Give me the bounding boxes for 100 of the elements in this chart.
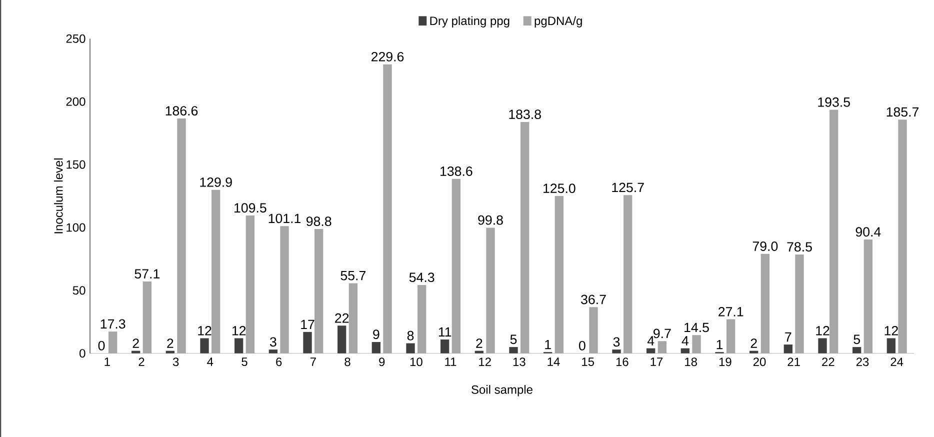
data-label: 193.5 (818, 97, 850, 107)
x-tick-label: 16 (616, 358, 628, 366)
bar (750, 350, 758, 354)
bar (268, 350, 278, 354)
data-label: 90.4 (856, 227, 881, 237)
x-axis-title: Soil sample (472, 385, 532, 396)
data-label: 0 (98, 340, 105, 350)
data-label: 1 (545, 340, 551, 350)
x-tick-label: 23 (856, 358, 869, 366)
y-tick-label: 100 (66, 223, 86, 232)
data-label: 12 (232, 326, 246, 336)
bar (784, 344, 793, 354)
data-label: 5 (854, 334, 860, 344)
bar (166, 350, 175, 354)
x-tick-label: 3 (172, 358, 179, 366)
x-tick-label: 2 (138, 358, 144, 366)
data-label: 99.8 (478, 215, 503, 225)
data-label: 14.5 (684, 322, 709, 332)
data-label: 27.1 (718, 306, 744, 316)
data-label: 36.7 (581, 294, 606, 304)
data-label: 2 (132, 338, 139, 348)
x-tick-label: 7 (310, 358, 316, 366)
x-tick-label: 8 (344, 358, 350, 366)
bar (474, 350, 484, 354)
bar (612, 350, 621, 354)
x-tick-label: 24 (890, 358, 904, 366)
data-label: 229.6 (371, 52, 404, 62)
data-label: 125.0 (544, 184, 576, 194)
data-label: 138.6 (440, 166, 472, 176)
legend-label: pgDNA/g (534, 16, 582, 28)
data-label: 11 (438, 327, 452, 337)
y-tick-label: 50 (72, 286, 86, 295)
data-label: 55.7 (340, 270, 366, 280)
y-axis-title: Inoculum level (54, 158, 63, 234)
data-label: 8 (407, 330, 414, 340)
bar (646, 348, 656, 354)
data-label: 4 (682, 336, 688, 346)
data-label: 3 (270, 337, 276, 347)
bar (372, 342, 381, 354)
bar (509, 347, 518, 354)
bar (338, 326, 346, 354)
x-tick-label: 20 (753, 358, 766, 366)
bar (303, 332, 312, 354)
legend-label: Dry plating ppg (430, 16, 510, 28)
x-tick-label: 15 (582, 358, 594, 366)
x-tick-label: 5 (242, 358, 248, 366)
data-label: 5 (510, 334, 517, 344)
bar (234, 338, 244, 354)
data-label: 183.8 (509, 110, 541, 120)
data-label: 78.5 (787, 242, 812, 252)
y-tick-label: 200 (66, 97, 86, 106)
bar (680, 348, 690, 354)
x-tick-label: 22 (822, 358, 834, 366)
data-label: 2 (167, 338, 174, 348)
x-tick-label: 4 (207, 358, 214, 366)
x-tick-label: 1 (104, 358, 110, 366)
x-tick-label: 9 (379, 358, 385, 366)
data-label: 0 (578, 340, 586, 350)
data-label: 7 (785, 332, 792, 342)
bar (886, 338, 896, 354)
data-label: 125.7 (612, 182, 644, 192)
bar (406, 343, 415, 354)
bar (818, 338, 827, 354)
data-label: 101.1 (268, 214, 301, 224)
x-tick-label: 21 (788, 358, 800, 366)
x-tick-label: 6 (276, 358, 282, 366)
y-tick-label: 0 (80, 349, 86, 358)
data-label: 79.0 (752, 242, 778, 251)
data-label: 98.8 (306, 216, 332, 226)
x-tick-label: 19 (719, 358, 732, 366)
x-tick-label: 12 (479, 358, 491, 366)
data-label: 1 (716, 340, 723, 350)
data-label: 17 (301, 320, 314, 330)
data-label: 2 (750, 338, 757, 348)
x-tick-label: 11 (445, 358, 456, 366)
bar (440, 339, 450, 354)
x-tick-label: 18 (685, 358, 697, 366)
bar (852, 347, 862, 354)
data-label: 3 (613, 337, 620, 347)
data-label: 9 (373, 330, 380, 340)
x-tick-label: 17 (650, 358, 663, 366)
data-label: 54.3 (409, 272, 434, 282)
x-tick-label: 14 (548, 358, 560, 366)
y-tick-label: 250 (66, 34, 86, 43)
data-label: 185.7 (886, 107, 919, 117)
data-label: 109.5 (234, 203, 266, 213)
bar (132, 350, 140, 354)
x-tick-label: 10 (410, 358, 422, 366)
data-label: 17.3 (100, 319, 126, 329)
data-label: 4 (647, 336, 654, 346)
data-label: 2 (476, 338, 482, 348)
data-label: 9.7 (654, 328, 671, 338)
data-label: 12 (198, 326, 212, 336)
data-label: 12 (884, 326, 898, 336)
data-label: 22 (335, 313, 349, 323)
data-label: 129.9 (200, 177, 232, 187)
data-label: 186.6 (166, 106, 198, 116)
data-label: 57.1 (134, 269, 160, 279)
x-tick-label: 13 (513, 358, 526, 366)
data-label: 12 (816, 326, 830, 336)
